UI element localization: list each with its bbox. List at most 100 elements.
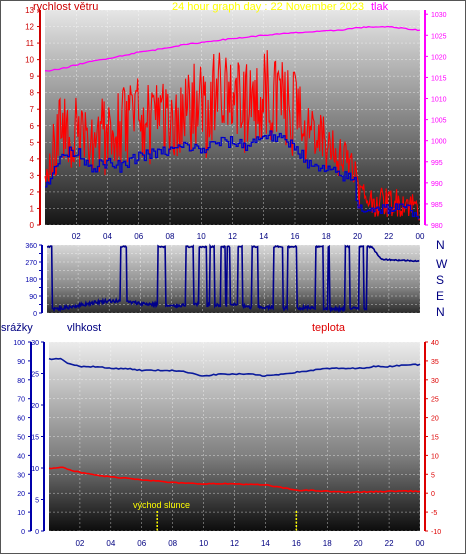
x-tick-label: 00 bbox=[416, 232, 425, 241]
rain-tick-label: 70 bbox=[17, 397, 25, 404]
wind-tick-label: 4 bbox=[30, 155, 35, 164]
pressure-tick-label: 990 bbox=[431, 181, 443, 188]
x-tick-label: 12 bbox=[230, 539, 239, 548]
rain-tick-label: 30 bbox=[17, 472, 25, 479]
wind-tick-label: 3 bbox=[30, 171, 35, 180]
pressure-tick-label: 985 bbox=[431, 202, 443, 209]
rain-tick-label: 50 bbox=[17, 435, 25, 442]
x-tick-label: 22 bbox=[385, 539, 394, 548]
wind-tick-label: 2 bbox=[30, 188, 35, 197]
pressure-tick-label: 1010 bbox=[431, 97, 447, 104]
x-tick-label: 02 bbox=[75, 539, 84, 548]
humidity-label: vlhkost bbox=[67, 322, 101, 334]
pressure-tick-label: 1015 bbox=[431, 75, 447, 82]
sunrise-label: východ slunce bbox=[133, 500, 190, 510]
rain-tick-label: 60 bbox=[17, 416, 25, 423]
x-tick-label: 20 bbox=[354, 539, 363, 548]
wind-tick-label: 9 bbox=[30, 72, 35, 81]
pressure-tick-label: 1005 bbox=[431, 118, 447, 125]
humidity-tick-label: 30 bbox=[31, 340, 39, 347]
x-tick-label: 10 bbox=[197, 232, 206, 241]
pressure-line bbox=[44, 25, 421, 72]
wind-tick-label: 0 bbox=[30, 221, 35, 230]
direction-tick-label: 90 bbox=[29, 294, 37, 301]
temperature-tick-label: 10 bbox=[431, 453, 439, 460]
direction-tick-label: 270 bbox=[25, 260, 37, 267]
direction-letter-n-bottom: N bbox=[436, 305, 445, 319]
x-tick-label: 14 bbox=[259, 232, 268, 241]
direction-letter-e: E bbox=[436, 289, 444, 303]
temperature-label: teplota bbox=[312, 322, 346, 334]
x-tick-label: 06 bbox=[137, 539, 146, 548]
wind-tick-label: 5 bbox=[30, 138, 35, 147]
temperature-tick-label: -5 bbox=[431, 510, 437, 517]
x-tick-label: 16 bbox=[291, 232, 300, 241]
rain-tick-label: 10 bbox=[17, 510, 25, 517]
wind-tick-label: 11 bbox=[26, 39, 35, 48]
gridlines bbox=[45, 9, 421, 532]
temperature-line bbox=[48, 466, 421, 494]
axes: 0123456789101112139809859909951000100510… bbox=[13, 6, 446, 548]
humidity-tick-label: 25 bbox=[31, 372, 39, 379]
x-tick-label: 20 bbox=[353, 232, 362, 241]
temperature-tick-label: 20 bbox=[431, 416, 439, 423]
temperature-tick-label: 30 bbox=[431, 378, 439, 385]
x-tick-label: 12 bbox=[228, 232, 237, 241]
rain-tick-label: 40 bbox=[17, 453, 25, 460]
temperature-tick-label: 0 bbox=[431, 491, 435, 498]
x-tick-label: 08 bbox=[166, 232, 175, 241]
wind-tick-label: 10 bbox=[25, 56, 34, 65]
temperature-tick-label: 25 bbox=[431, 397, 439, 404]
direction-tick-label: 360 bbox=[25, 243, 37, 250]
x-tick-label: 14 bbox=[261, 539, 270, 548]
humidity-tick-label: 15 bbox=[31, 435, 39, 442]
wind-tick-label: 12 bbox=[25, 23, 34, 32]
pressure-label: tlak bbox=[371, 1, 389, 13]
x-tick-label: 04 bbox=[106, 539, 115, 548]
pressure-tick-label: 995 bbox=[431, 160, 443, 167]
x-tick-label: 06 bbox=[134, 232, 143, 241]
pressure-tick-label: 1000 bbox=[431, 139, 447, 146]
x-tick-label: 08 bbox=[168, 539, 177, 548]
humidity-tick-label: 10 bbox=[31, 466, 39, 473]
direction-letter-w: W bbox=[436, 257, 448, 271]
rain-tick-label: 20 bbox=[17, 491, 25, 498]
temperature-tick-label: 40 bbox=[431, 340, 439, 347]
x-tick-label: 10 bbox=[199, 539, 208, 548]
temperature-tick-label: -10 bbox=[431, 529, 441, 536]
x-tick-label: 00 bbox=[416, 539, 425, 548]
x-tick-label: 04 bbox=[103, 232, 112, 241]
wind-speed-label: rychlost větru bbox=[33, 1, 98, 13]
x-tick-label: 16 bbox=[292, 539, 301, 548]
temperature-tick-label: 5 bbox=[431, 472, 435, 479]
rain-tick-label: 100 bbox=[13, 340, 25, 347]
rain-tick-label: 90 bbox=[17, 359, 25, 366]
x-tick-label: 02 bbox=[72, 232, 81, 241]
wind-tick-label: 6 bbox=[30, 122, 35, 131]
direction-tick-label: 0 bbox=[33, 311, 37, 318]
pressure-tick-label: 1020 bbox=[431, 54, 447, 61]
pressure-tick-label: 1025 bbox=[431, 33, 447, 40]
x-tick-label: 22 bbox=[384, 232, 393, 241]
x-tick-label: 18 bbox=[322, 232, 331, 241]
direction-tick-label: 180 bbox=[25, 277, 37, 284]
wind-speed-line bbox=[44, 50, 421, 221]
rain-tick-label: 80 bbox=[17, 378, 25, 385]
direction-letter-n-top: N bbox=[436, 238, 445, 252]
wind-direction-line bbox=[46, 243, 420, 314]
x-tick-label: 18 bbox=[323, 539, 332, 548]
wind-tick-label: 7 bbox=[30, 105, 35, 114]
wind-tick-label: 8 bbox=[30, 89, 35, 98]
wind-average-line bbox=[45, 130, 419, 220]
rain-label: srážky bbox=[1, 322, 33, 334]
chart-title: 24 hour graph day : 22 November 2023 bbox=[172, 1, 364, 13]
humidity-tick-label: 20 bbox=[31, 403, 39, 410]
humidity-tick-label: 5 bbox=[35, 498, 39, 505]
series-layer bbox=[44, 25, 421, 531]
temperature-tick-label: 35 bbox=[431, 359, 439, 366]
pressure-tick-label: 1030 bbox=[431, 12, 447, 19]
wind-tick-label: 13 bbox=[25, 6, 34, 15]
humidity-line bbox=[48, 357, 421, 378]
humidity-tick-label: 0 bbox=[35, 529, 39, 536]
direction-letter-s: S bbox=[436, 273, 444, 287]
